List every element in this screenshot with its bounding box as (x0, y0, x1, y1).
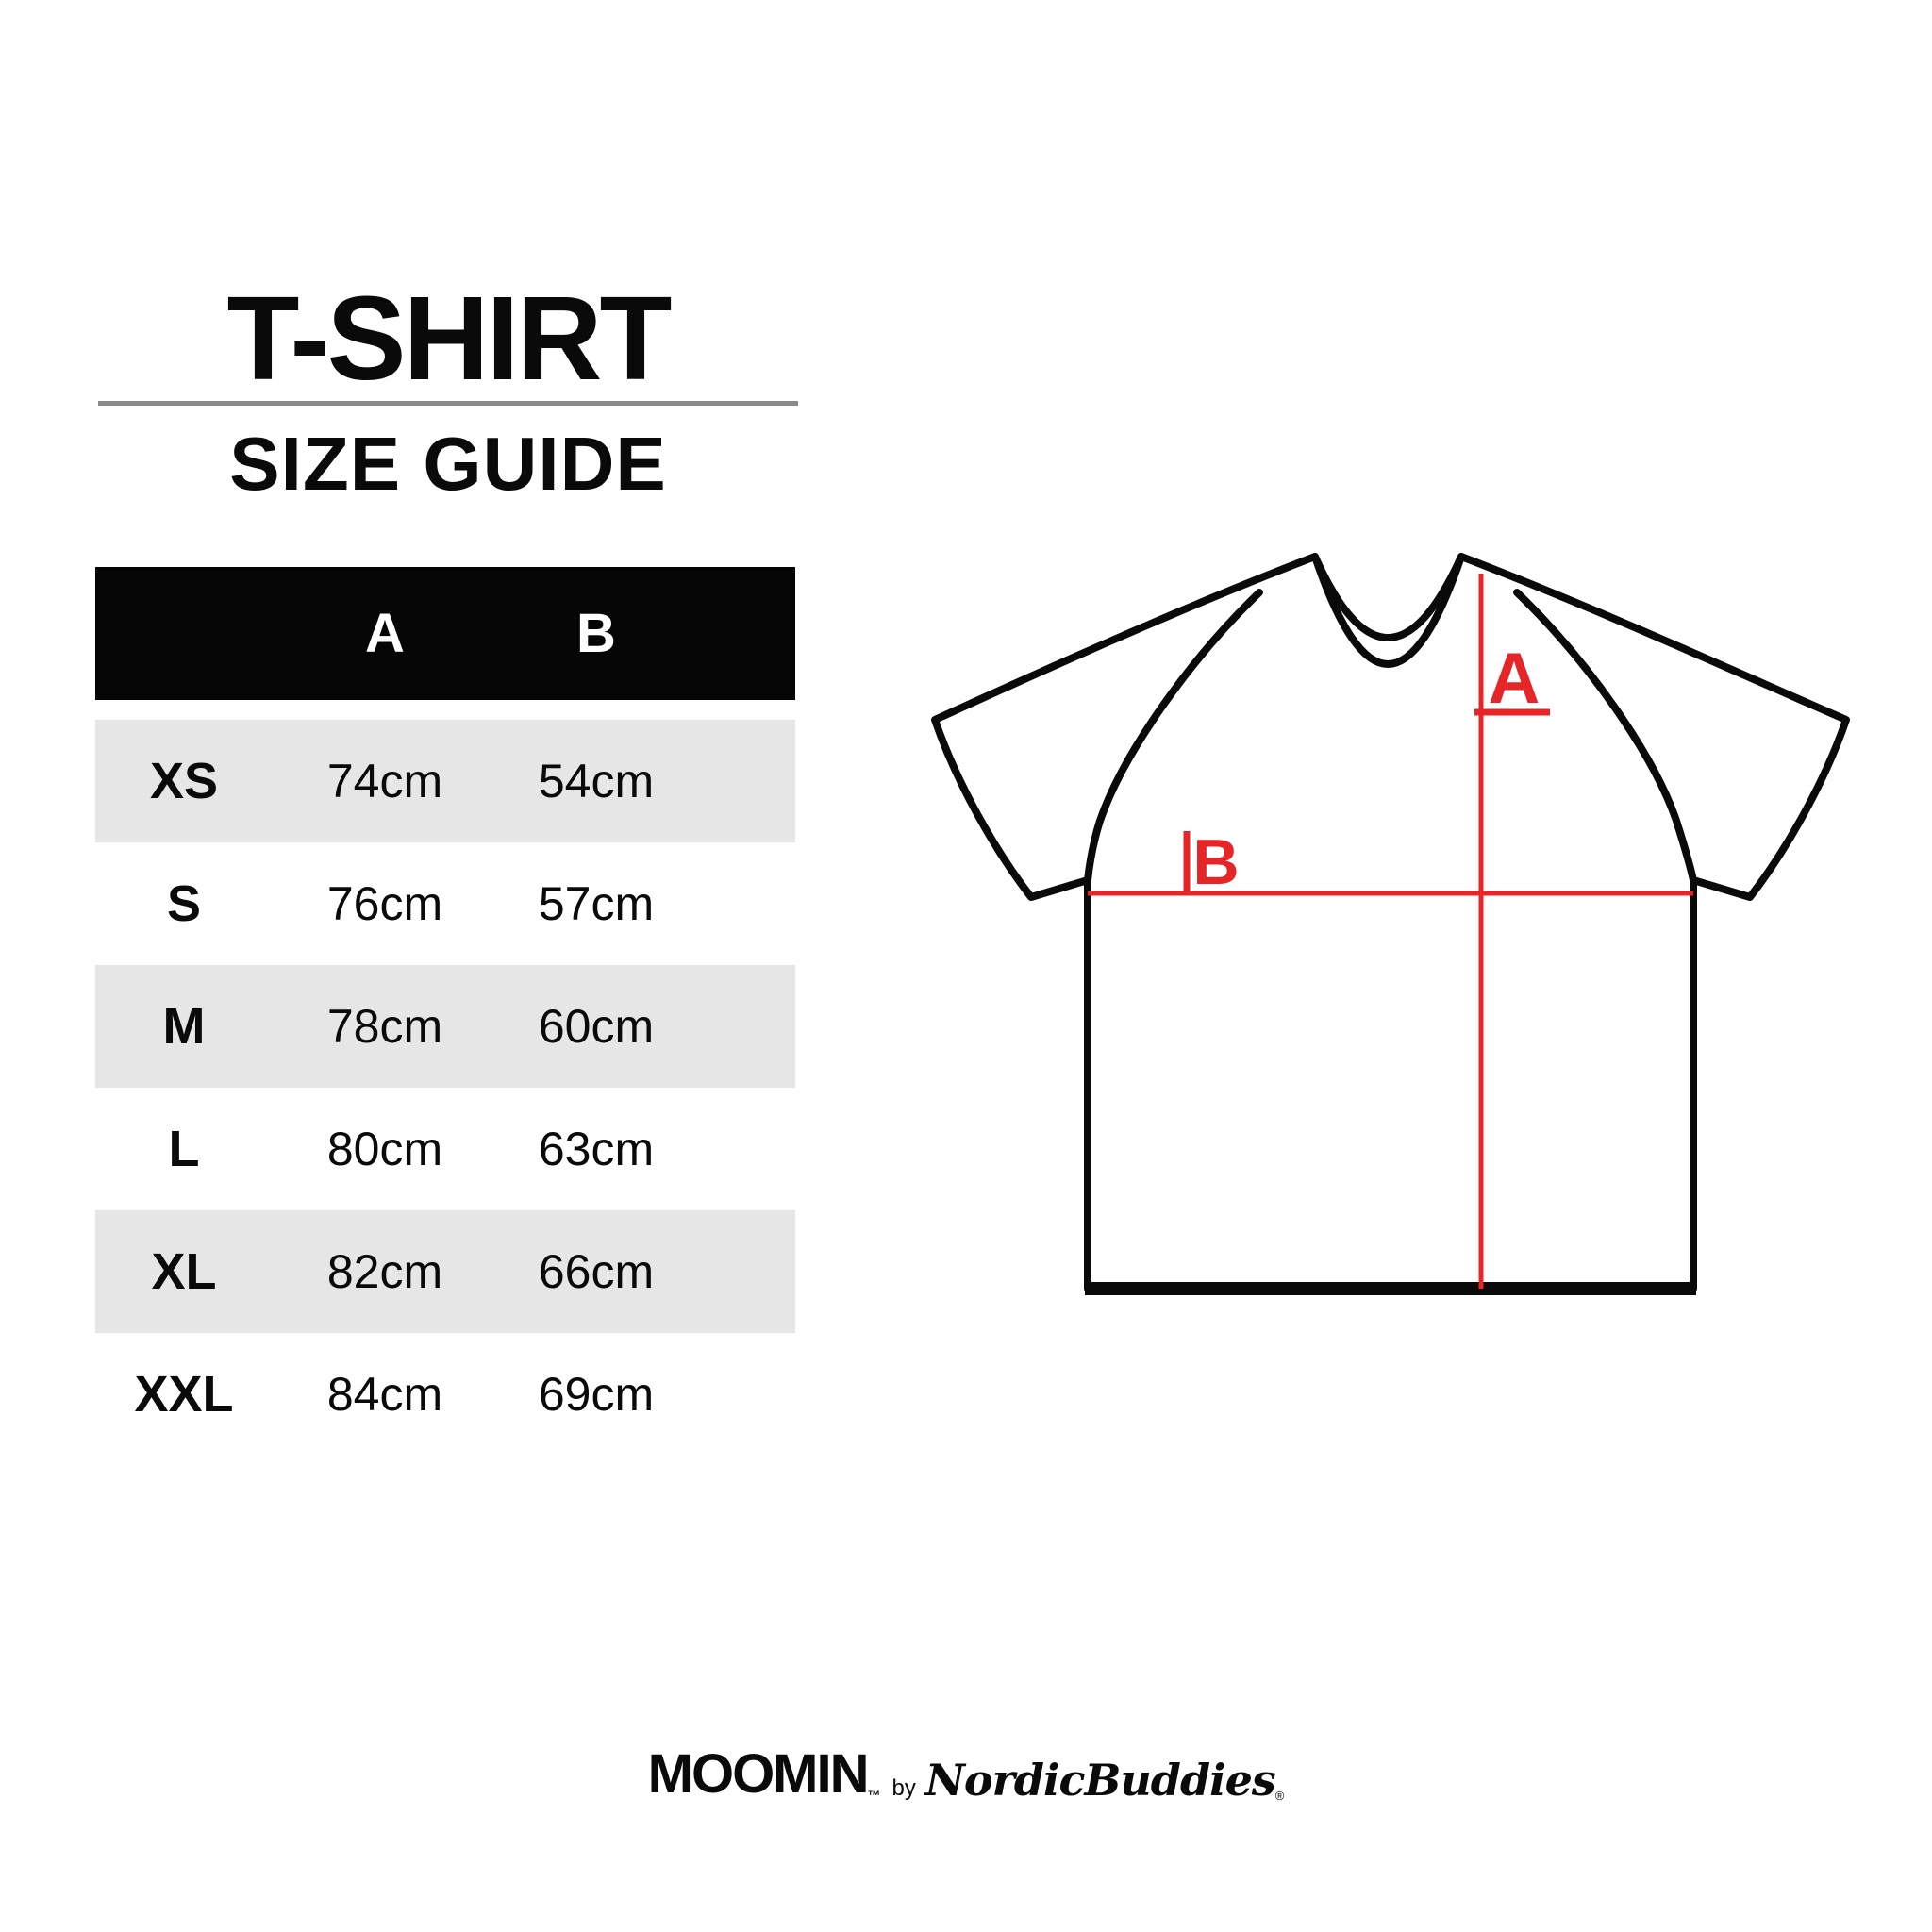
trademark-symbol: ™ (867, 1788, 881, 1803)
measure-label-a: A (1489, 639, 1541, 719)
right-armhole-seam (1513, 589, 1697, 884)
column-header-b: B (576, 602, 616, 664)
measure-label-b: B (1192, 826, 1239, 898)
brand-footer: MOOMIN ™ by NordicBuddies ® (0, 1743, 1932, 1806)
page-subtitle: SIZE GUIDE (229, 422, 667, 506)
measure-b-value: 69cm (538, 1368, 655, 1421)
moomin-logo: MOOMIN (647, 1743, 870, 1805)
measure-b-value: 60cm (538, 1000, 655, 1053)
measure-a-value: 76cm (326, 877, 443, 930)
size-table-header: A B (95, 567, 795, 700)
column-header-a: A (365, 602, 405, 664)
registered-symbol: ® (1274, 1789, 1285, 1803)
size-table: A B XS 74cm 54cm S 76cm 57cm M 78cm 60cm (95, 567, 795, 1456)
size-label: S (166, 875, 202, 932)
size-label: M (162, 998, 206, 1055)
table-row: L 80cm 63cm (95, 1088, 795, 1210)
size-label: XL (151, 1243, 217, 1300)
tshirt-outline (931, 553, 1850, 1292)
measure-a-value: 78cm (326, 1000, 443, 1053)
measure-b-value: 57cm (538, 877, 655, 930)
table-row: XL 82cm 66cm (95, 1210, 795, 1333)
size-label: XS (149, 753, 219, 809)
table-row: M 78cm 60cm (95, 965, 795, 1088)
measure-b-value: 63cm (538, 1123, 655, 1175)
size-label: XXL (134, 1366, 234, 1423)
measure-b-value: 66cm (538, 1245, 655, 1298)
title-divider (98, 401, 798, 406)
table-row: S 76cm 57cm (95, 842, 795, 965)
page-title: T-SHIRT (226, 272, 673, 405)
table-row: XXL 84cm 69cm (95, 1333, 795, 1456)
measure-a-value: 82cm (326, 1245, 443, 1298)
size-table-body: XS 74cm 54cm S 76cm 57cm M 78cm 60cm L 8… (95, 720, 795, 1456)
measure-a-value: 80cm (326, 1123, 443, 1175)
collar-inner-line (1311, 553, 1465, 641)
table-row: XS 74cm 54cm (95, 720, 795, 842)
measure-a-value: 84cm (326, 1368, 443, 1421)
tshirt-measurement-diagram: A B (931, 553, 1850, 1295)
size-label: L (168, 1121, 200, 1177)
nordicbuddies-logo: NordicBuddies (924, 1755, 1276, 1806)
measure-b-value: 54cm (538, 755, 655, 808)
footer-by-text: by (891, 1775, 916, 1801)
left-armhole-seam (1084, 589, 1263, 884)
measure-a-value: 74cm (326, 755, 443, 808)
